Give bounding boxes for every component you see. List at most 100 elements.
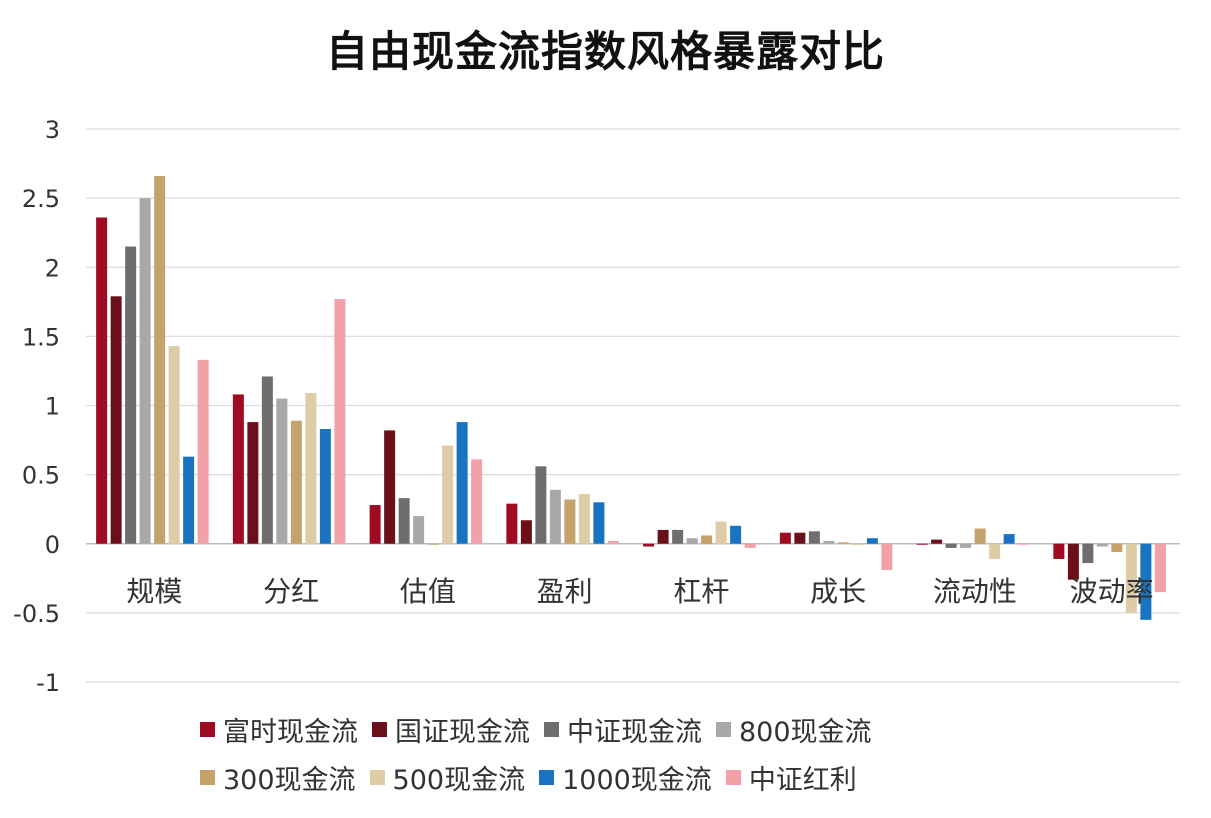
bar	[471, 459, 483, 544]
bar	[715, 521, 727, 544]
bar	[686, 538, 698, 544]
bar	[427, 543, 439, 545]
bars	[96, 176, 1166, 620]
bar	[744, 543, 756, 548]
legend-label: 500现金流	[392, 764, 526, 796]
bar	[808, 531, 820, 544]
y-tick-label: 3	[45, 116, 60, 144]
bar	[1018, 543, 1030, 545]
bar	[881, 543, 893, 571]
bar	[276, 398, 288, 544]
legend: 富时现金流 国证现金流 中证现金流 800现金流 300现金流 500现金流 1000现金流…	[200, 712, 1020, 808]
category-label: 分红	[263, 575, 319, 608]
bar	[506, 503, 518, 544]
legend-swatch	[725, 769, 741, 785]
bar	[672, 529, 684, 544]
y-tick-label: 1	[45, 393, 60, 421]
bar	[549, 489, 561, 544]
bar	[779, 532, 791, 544]
bar	[369, 505, 381, 544]
y-axis-ticks: 3 2.5 2 1.5 1 0.5 0 -0.5 -1	[13, 116, 60, 697]
bar	[247, 422, 259, 544]
legend-swatch	[544, 721, 559, 737]
legend-item: 300现金流	[200, 760, 356, 796]
bar	[1111, 543, 1123, 553]
bar	[520, 520, 532, 544]
legend-swatch	[372, 721, 387, 737]
chart-title: 自由现金流指数风格暴露对比	[325, 27, 885, 76]
legend-swatch	[369, 769, 385, 785]
legend-label: 中证现金流	[567, 716, 702, 748]
bar	[931, 539, 943, 544]
legend-swatch	[200, 769, 215, 785]
legend-label: 800现金流	[739, 716, 872, 748]
legend-swatch	[716, 721, 731, 737]
category-label: 估值	[400, 575, 456, 608]
legend-label: 300现金流	[223, 764, 356, 796]
bar	[916, 543, 928, 545]
bar	[305, 393, 317, 544]
legend-item: 中证红利	[725, 760, 857, 796]
legend-swatch	[200, 721, 215, 737]
legend-item: 500现金流	[369, 760, 526, 796]
bar	[960, 543, 972, 548]
legend-item: 中证现金流	[544, 712, 702, 748]
legend-label: 国证现金流	[395, 716, 530, 748]
bar	[989, 543, 1001, 559]
bar	[183, 456, 195, 544]
bar	[593, 502, 605, 544]
bar	[261, 376, 273, 544]
legend-label: 富时现金流	[223, 716, 358, 748]
bar	[398, 498, 410, 544]
y-tick-label: 2.5	[22, 185, 60, 213]
bar	[442, 445, 454, 544]
bar	[607, 540, 619, 544]
bar	[1053, 543, 1065, 559]
bar	[1067, 543, 1079, 580]
bar	[823, 540, 835, 544]
bar-chart: 3 2.5 2 1.5 1 0.5 0 -0.5 -1 规模 分红 估值 盈利 杠杆 成长 流动性 波动率	[13, 116, 1180, 697]
bar	[413, 516, 425, 544]
bar	[730, 525, 742, 544]
bar	[1140, 543, 1152, 620]
y-tick-label: 2	[45, 254, 60, 282]
legend-item: 国证现金流	[372, 712, 530, 748]
y-tick-label: 1.5	[22, 323, 60, 351]
bar	[232, 394, 244, 544]
legend-label: 中证红利	[748, 764, 857, 796]
bar	[290, 420, 302, 544]
bar	[701, 535, 713, 544]
y-tick-label: 0	[45, 531, 60, 559]
bar	[1003, 534, 1015, 544]
category-label: 成长	[810, 575, 866, 608]
bar	[643, 543, 655, 547]
bar	[837, 542, 849, 544]
y-tick-label: -0.5	[13, 600, 60, 628]
bar	[197, 359, 209, 544]
bar	[334, 299, 346, 544]
category-labels: 规模 分红 估值 盈利 杠杆 成长 流动性 波动率	[126, 575, 1153, 608]
bar	[1125, 543, 1137, 613]
bar	[945, 543, 957, 548]
legend-item: 800现金流	[716, 712, 872, 748]
bar	[852, 543, 864, 546]
bar	[974, 528, 986, 544]
category-label: 规模	[126, 575, 182, 608]
bar	[1082, 543, 1094, 564]
bar	[456, 422, 468, 544]
legend-item: 富时现金流	[200, 712, 358, 748]
bar	[578, 493, 590, 544]
bar	[319, 429, 331, 544]
bar	[168, 346, 180, 544]
category-label: 盈利	[537, 575, 593, 608]
bar	[154, 176, 166, 544]
y-tick-label: 0.5	[22, 462, 60, 490]
bar	[110, 296, 122, 544]
bar	[794, 532, 806, 544]
category-label: 波动率	[1070, 575, 1154, 608]
category-label: 流动性	[933, 575, 1017, 608]
bar	[1154, 543, 1166, 593]
legend-item: 1000现金流	[539, 760, 712, 796]
category-label: 杠杆	[673, 575, 729, 608]
bar	[384, 430, 396, 544]
